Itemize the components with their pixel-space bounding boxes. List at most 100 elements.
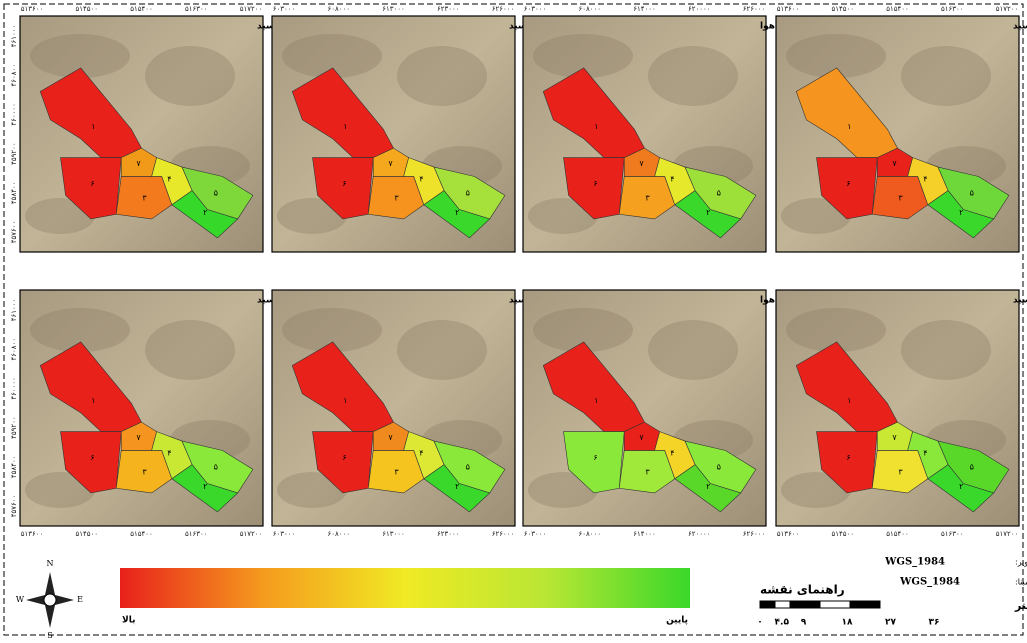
x-tick-label: ۶۱۳۰۰۰	[382, 530, 405, 538]
district-label: ۱	[91, 396, 95, 405]
y-tick-label: ۴۵۷۶۰۰	[10, 221, 18, 244]
x-tick-label: ۵۱۴۵۰۰	[75, 5, 98, 13]
district-label: ۳	[645, 194, 650, 203]
x-tick-label: ۵۱۶۳۰۰	[185, 530, 208, 538]
x-tick-label: ۵۱۴۵۰۰	[75, 530, 98, 538]
map-panel: ۱۶۳۷۴۵۲رگرسیون گوگرد دی اکسید۵۱۳۶۰۰۵۱۴۵۰…	[776, 290, 1027, 538]
district-label: ۱	[847, 122, 851, 131]
district-label: ۶	[846, 453, 850, 462]
district-label: ۶	[593, 453, 597, 462]
y-tick-label: ۴۶۱۰۰۰	[10, 299, 18, 322]
y-tick-label: ۴۵۸۴۰۰	[10, 456, 18, 479]
datum-label: بیضوی مبنا:	[1015, 578, 1027, 587]
district-label: ۳	[394, 468, 399, 477]
district-label: ۵	[214, 463, 218, 472]
x-tick-label: ۵۱۷۲۰۰	[240, 5, 263, 13]
district-label: ۵	[466, 463, 470, 472]
legend-title: راهنمای نقشه	[760, 583, 845, 597]
district-label: ۶	[90, 179, 94, 188]
x-tick-label: ۶۰۸۰۰۰	[327, 5, 350, 13]
district-label: ۳	[898, 468, 903, 477]
x-tick-label: ۶۲۰۰۰۰	[688, 530, 711, 538]
district-label: ۳	[142, 194, 147, 203]
x-tick-label: ۵۱۵۴۰۰	[886, 5, 909, 13]
y-tick-label: ۴۵۸۴۰۰	[10, 182, 18, 205]
figure: ۱۶۳۷۴۵۲رگرسیون اصلاحی کربن مونو اکسید۵۱۳…	[0, 0, 1027, 639]
district-label: ۲	[959, 208, 963, 217]
compass: NESW	[16, 559, 83, 639]
district-label: ۷	[639, 433, 644, 442]
panel-title: رگرسیون اصلاحی گوگرد دی اکسید	[1013, 20, 1027, 32]
district-label: ۴	[167, 448, 171, 457]
district-label: ۲	[203, 482, 207, 491]
x-tick-label: ۵۱۷۲۰۰	[240, 530, 263, 538]
compass-letter: N	[47, 559, 54, 568]
x-tick-label: ۵۱۶۳۰۰	[941, 530, 964, 538]
relief	[397, 320, 487, 380]
x-tick-label: ۵۱۵۴۰۰	[130, 530, 153, 538]
district-label: ۳	[394, 194, 399, 203]
district-label: ۷	[639, 159, 644, 168]
district-label: ۱	[91, 122, 95, 131]
legend-high: بالا	[122, 616, 135, 626]
relief	[901, 320, 991, 380]
x-tick-label: ۶۰۸۰۰۰	[327, 530, 350, 538]
district-label: ۱	[847, 396, 851, 405]
x-tick-label: ۶۰۳۰۰۰	[524, 5, 547, 13]
district-label: ۶	[342, 179, 346, 188]
x-tick-label: ۵۱۷۲۰۰	[996, 5, 1019, 13]
district-label: ۷	[388, 433, 393, 442]
y-tick-label: ۴۶۰۰۰۰	[10, 103, 18, 126]
datum-value: WGS_1984	[899, 577, 960, 588]
x-tick-label: ۵۱۶۳۰۰	[185, 5, 208, 13]
x-tick-label: ۵۱۶۳۰۰	[941, 5, 964, 13]
scale-segment	[820, 601, 850, 608]
district-label: ۵	[717, 189, 721, 198]
relief	[145, 46, 235, 106]
district-label: ۳	[645, 468, 650, 477]
x-tick-label: ۶۰۳۰۰۰	[524, 530, 547, 538]
x-tick-label: ۶۰۳۰۰۰	[273, 530, 296, 538]
y-tick-label: ۴۶۱۰۰۰	[10, 25, 18, 48]
x-tick-label: ۵۱۳۶۰۰	[21, 5, 44, 13]
district-label: ۵	[970, 189, 974, 198]
x-tick-label: ۵۱۳۶۰۰	[21, 530, 44, 538]
scale-label: ۱۸	[842, 618, 853, 628]
district-label: ۶	[90, 453, 94, 462]
compass-letter: S	[47, 631, 52, 639]
y-tick-label: ۴۵۹۲۰۰	[10, 142, 18, 165]
district-label: ۷	[136, 159, 141, 168]
y-tick-label: ۴۵۹۲۰۰	[10, 416, 18, 439]
scale-label: ۰	[757, 618, 763, 628]
x-tick-label: ۶۱۴۰۰۰	[633, 5, 656, 13]
district-label: ۳	[898, 194, 903, 203]
district-label: ۲	[455, 208, 459, 217]
district-label: ۷	[388, 159, 393, 168]
panel-title: رگرسیون گوگرد دی اکسید	[1013, 294, 1027, 306]
district-label: ۷	[892, 433, 897, 442]
x-tick-label: ۵۱۴۵۰۰	[831, 5, 854, 13]
district-label: ۵	[717, 463, 721, 472]
scale-label: ۴.۵	[775, 618, 790, 628]
district-label: ۴	[670, 448, 674, 457]
x-tick-label: ۶۰۸۰۰۰	[578, 530, 601, 538]
x-tick-label: ۶۲۶۰۰۰	[743, 5, 766, 13]
district-label: ۷	[136, 433, 141, 442]
y-tick-label: ۴۶۰۸۰۰	[10, 64, 18, 87]
district-label: ۵	[214, 189, 218, 198]
scale-unit: کیلومتر	[1014, 599, 1027, 612]
y-tick-label: ۴۶۰۸۰۰	[10, 338, 18, 361]
district-label: ۵	[970, 463, 974, 472]
district-label: ۲	[706, 208, 710, 217]
x-tick-label: ۶۰۳۰۰۰	[273, 5, 296, 13]
compass-letter: W	[16, 595, 25, 604]
x-tick-label: ۵۱۴۵۰۰	[831, 530, 854, 538]
x-tick-label: ۵۱۵۴۰۰	[130, 5, 153, 13]
relief	[397, 46, 487, 106]
x-tick-label: ۶۲۶۰۰۰	[492, 530, 515, 538]
district-label: ۶	[846, 179, 850, 188]
district-label: ۴	[419, 448, 423, 457]
district-label: ۱	[594, 396, 598, 405]
map-panel: ۱۶۳۷۴۵۲رگرسیون اصلاحی گوگرد دی اکسید۵۱۳۶…	[776, 5, 1027, 252]
district-label: ۲	[455, 482, 459, 491]
